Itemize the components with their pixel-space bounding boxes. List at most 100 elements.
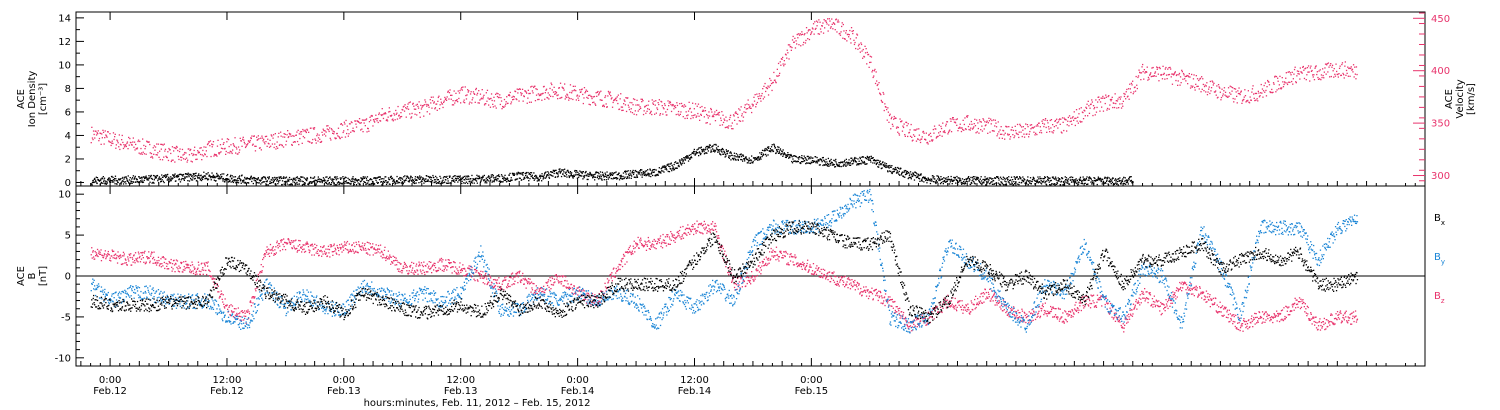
density-point [571,172,573,174]
density-point [693,148,695,151]
velocity-point [761,92,763,95]
legend-name: B [1434,291,1441,302]
density-point [377,182,379,184]
density-point [892,171,894,173]
density-point [913,174,915,177]
density-point [806,155,808,158]
velocity-point [348,133,350,135]
velocity-point [559,82,562,84]
velocity-point [142,138,144,140]
density-point [1026,179,1029,181]
density-point [924,176,926,178]
density-point [147,179,149,181]
velocity-point [1119,98,1121,100]
velocity-point [436,109,438,111]
density-point [627,173,630,175]
density-point [685,156,687,158]
velocity-point [554,91,556,93]
bz-point [111,249,113,251]
density-point [596,176,598,179]
velocity-point [1068,125,1070,127]
velocity-point [1120,107,1123,109]
density-point [498,175,501,178]
density-point [1072,179,1074,181]
velocity-point [810,33,812,36]
velocity-point [1195,83,1197,85]
velocity-point [612,101,614,104]
velocity-point [776,75,778,77]
velocity-point [809,29,811,31]
density-point [248,182,250,184]
density-point [336,184,338,186]
density-point [631,171,634,173]
velocity-point [455,100,458,102]
velocity-point [577,97,579,99]
velocity-point [685,111,687,113]
density-point [408,181,410,183]
density-point [155,177,157,179]
density-point [918,174,920,177]
velocity-point [427,103,429,106]
density-point [649,168,651,170]
density-point [1025,181,1027,183]
density-point [601,179,603,181]
density-point [542,178,544,180]
density-point [738,156,740,158]
velocity-point [736,123,738,125]
density-point [1033,179,1036,181]
velocity-point [1102,95,1104,98]
density-point [774,145,776,147]
density-point [100,179,102,181]
velocity-point [478,90,480,92]
density-point [624,171,627,173]
density-point [807,162,809,164]
velocity-point [123,144,125,146]
velocity-point [658,99,660,101]
velocity-point [947,133,949,135]
bz-point [93,256,95,258]
velocity-point [446,96,448,98]
density-point [850,157,852,159]
velocity-point [802,44,804,46]
velocity-point [1136,84,1138,86]
velocity-point [1256,98,1258,100]
density-point [460,178,462,180]
density-point [766,149,768,151]
density-point [256,178,258,180]
density-point [461,178,464,180]
density-point [368,180,370,182]
velocity-point [385,113,387,115]
velocity-point [1198,79,1200,82]
bz-point [109,257,111,259]
density-point [1063,184,1065,186]
velocity-point [921,136,923,138]
density-point [179,181,182,183]
density-point [652,174,654,177]
density-point [150,174,152,177]
velocity-point [275,146,278,148]
velocity-point [1275,75,1278,78]
density-point [984,176,986,178]
density-point [479,176,481,178]
velocity-point [1209,80,1211,83]
density-point [1006,177,1008,180]
velocity-point [156,154,158,156]
velocity-point [251,135,253,137]
density-point [829,160,831,162]
velocity-point [852,30,854,32]
velocity-point [1201,76,1203,78]
density-point [513,172,515,175]
velocity-point [1316,73,1318,76]
velocity-point [359,122,361,124]
velocity-point [808,29,810,31]
velocity-point [536,88,538,91]
density-point [473,182,475,184]
density-point [930,178,932,180]
density-point [860,163,862,165]
velocity-point [317,140,319,142]
density-point [936,181,938,183]
density-point [671,170,673,172]
legend-sub: x [1441,219,1445,227]
velocity-point [520,92,522,94]
density-point [655,169,657,171]
